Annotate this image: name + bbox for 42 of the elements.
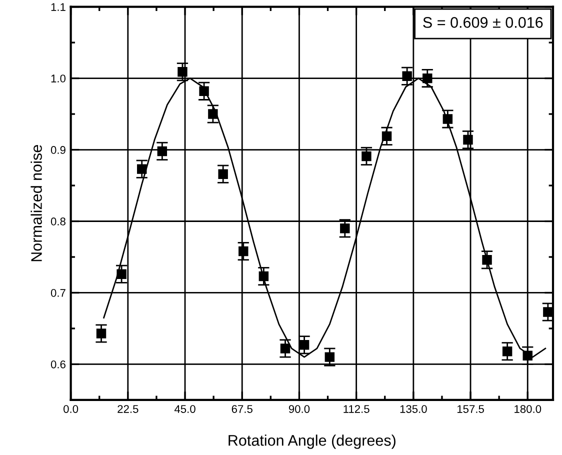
point — [299, 340, 310, 350]
y-tick-label: 0.6 — [50, 360, 66, 368]
y-tick-label: 0.7 — [50, 289, 66, 297]
point — [280, 344, 290, 354]
point — [362, 151, 372, 162]
point — [199, 86, 209, 96]
point — [96, 328, 106, 338]
point — [178, 67, 188, 77]
point — [238, 246, 248, 256]
x-tick-label: 67.5 — [232, 405, 252, 413]
x-tick-label: 180.0 — [514, 405, 542, 413]
point — [208, 109, 218, 119]
point — [218, 169, 228, 179]
point — [442, 114, 453, 124]
point — [463, 134, 473, 145]
x-tick-label: 0.0 — [64, 405, 78, 413]
point — [157, 146, 168, 156]
point — [522, 350, 532, 360]
x-tick-label: 135.0 — [400, 405, 427, 413]
y-axis-title: Normalized noise — [30, 145, 42, 262]
x-tick-label: 22.5 — [118, 405, 138, 413]
point — [482, 254, 492, 265]
point — [258, 271, 269, 282]
point — [340, 224, 350, 234]
x-tick-label: 90.0 — [288, 405, 310, 413]
x-tick-label: 112.5 — [344, 405, 370, 413]
x-axis-title: Rotation Angle (degrees) — [228, 434, 396, 449]
x-tick-label: 45.0 — [174, 405, 196, 413]
annotation: S = 0.609 ± 0.016 — [423, 17, 543, 28]
x-tick-label: 157.5 — [457, 405, 484, 413]
y-tick-label: 1.0 — [51, 74, 66, 82]
point — [502, 346, 512, 356]
point — [137, 164, 147, 174]
point — [324, 352, 335, 362]
point — [422, 73, 432, 84]
point — [543, 307, 553, 317]
y-tick-label: 1.1 — [51, 3, 66, 11]
y-tick-label: 0.8 — [50, 218, 66, 226]
y-tick-label: 0.9 — [50, 146, 66, 154]
point — [116, 269, 126, 280]
point — [402, 71, 412, 82]
point — [382, 131, 392, 142]
